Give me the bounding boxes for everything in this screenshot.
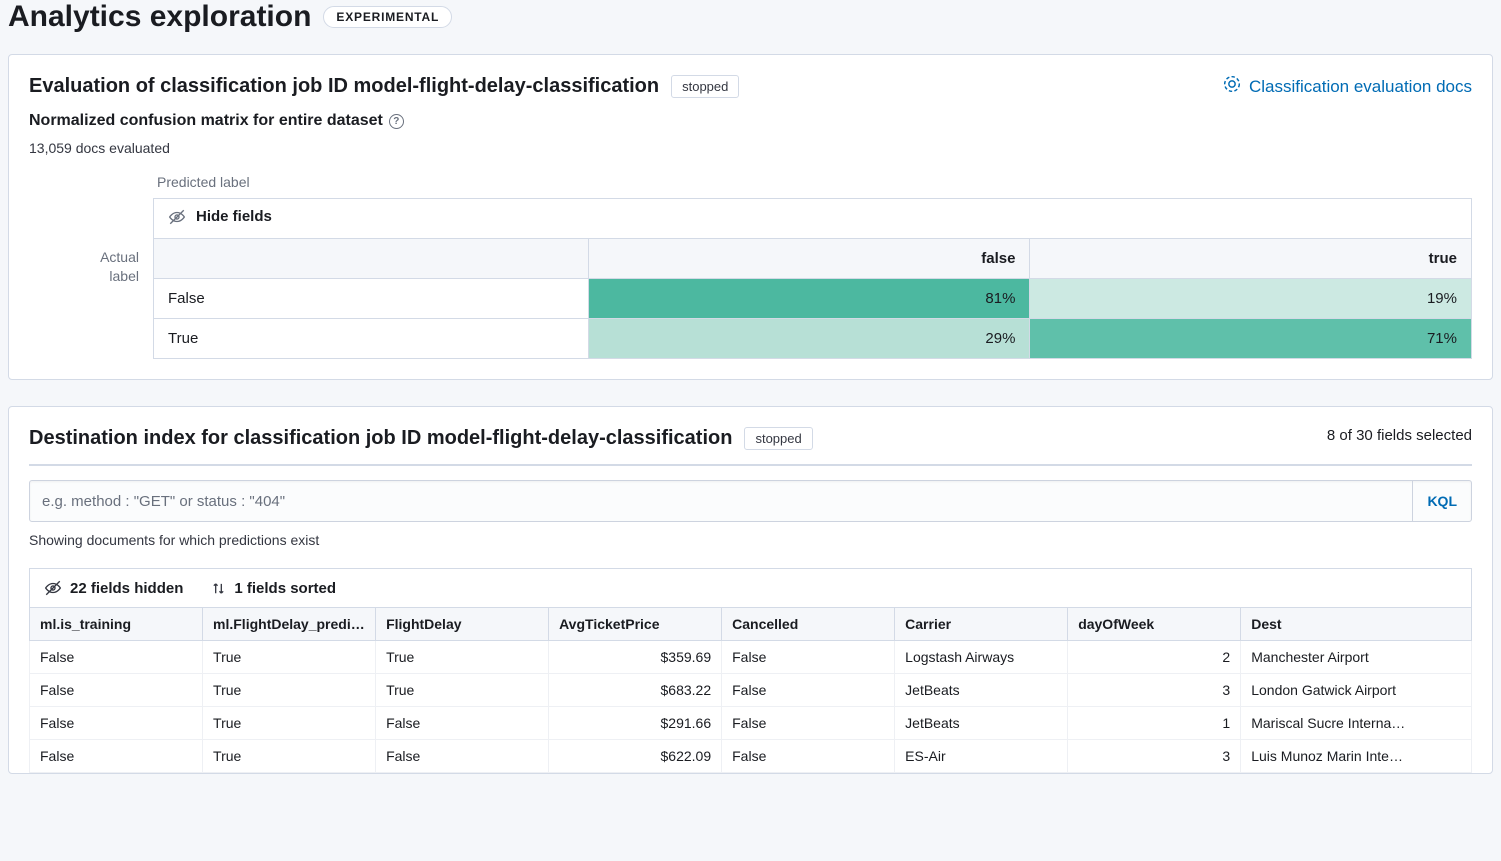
table-cell: 3 bbox=[1068, 674, 1241, 707]
hide-fields-cell: Hide fields bbox=[154, 199, 1472, 239]
fields-hidden-button[interactable]: 22 fields hidden bbox=[44, 579, 183, 597]
destination-panel-header: Destination index for classification job… bbox=[29, 427, 1472, 450]
table-cell: $291.66 bbox=[549, 707, 722, 740]
help-docs-icon bbox=[1223, 75, 1241, 98]
evaluation-title: Evaluation of classification job ID mode… bbox=[29, 75, 659, 98]
matrix-corner bbox=[154, 239, 589, 279]
table-row[interactable]: FalseTrueTrue$359.69FalseLogstash Airway… bbox=[30, 641, 1472, 674]
matrix-row-header[interactable]: False bbox=[154, 279, 589, 319]
actual-axis-label-line1: Actual bbox=[29, 248, 139, 267]
confusion-matrix-title-text: Normalized confusion matrix for entire d… bbox=[29, 112, 383, 130]
matrix-col-header[interactable]: true bbox=[1030, 239, 1472, 279]
status-badge: stopped bbox=[671, 75, 739, 98]
table-cell: False bbox=[722, 707, 895, 740]
table-cell: $622.09 bbox=[549, 740, 722, 773]
matrix-cell: 19% bbox=[1030, 279, 1472, 319]
destination-title: Destination index for classification job… bbox=[29, 427, 732, 450]
table-cell: Mariscal Sucre Interna… bbox=[1241, 707, 1472, 740]
table-cell: $683.22 bbox=[549, 674, 722, 707]
actual-axis-label-line2: label bbox=[29, 267, 139, 286]
hide-fields-label: Hide fields bbox=[196, 208, 272, 225]
docs-link[interactable]: Classification evaluation docs bbox=[1223, 75, 1472, 98]
fields-sorted-label: 1 fields sorted bbox=[234, 580, 336, 597]
evaluation-panel-header: Evaluation of classification job ID mode… bbox=[29, 75, 1472, 98]
page-header: Analytics exploration EXPERIMENTAL bbox=[8, 0, 1493, 54]
table-cell: Luis Munoz Marin Inte… bbox=[1241, 740, 1472, 773]
eye-off-icon bbox=[44, 579, 62, 597]
table-cell: True bbox=[376, 641, 549, 674]
table-cell: $359.69 bbox=[549, 641, 722, 674]
table-cell: 1 bbox=[1068, 707, 1241, 740]
table-cell: True bbox=[203, 707, 376, 740]
confusion-matrix: Actual label Predicted label Hide fields… bbox=[29, 174, 1472, 359]
table-cell: 2 bbox=[1068, 641, 1241, 674]
table-cell: London Gatwick Airport bbox=[1241, 674, 1472, 707]
table-cell: False bbox=[376, 707, 549, 740]
column-header[interactable]: Dest bbox=[1241, 608, 1472, 641]
predicted-axis-label: Predicted label bbox=[157, 174, 1472, 190]
destination-panel: Destination index for classification job… bbox=[8, 406, 1493, 774]
kql-button[interactable]: KQL bbox=[1412, 481, 1471, 521]
table-row[interactable]: FalseTrueTrue$683.22FalseJetBeats3London… bbox=[30, 674, 1472, 707]
table-cell: False bbox=[30, 674, 203, 707]
help-icon[interactable]: ? bbox=[389, 114, 404, 129]
evaluation-panel: Evaluation of classification job ID mode… bbox=[8, 54, 1493, 380]
fields-hidden-label: 22 fields hidden bbox=[70, 580, 183, 597]
table-cell: False bbox=[722, 641, 895, 674]
experimental-badge: EXPERIMENTAL bbox=[323, 6, 452, 28]
column-header[interactable]: dayOfWeek bbox=[1068, 608, 1241, 641]
table-row[interactable]: FalseTrueFalse$622.09FalseES-Air3Luis Mu… bbox=[30, 740, 1472, 773]
table-cell: True bbox=[203, 740, 376, 773]
table-cell: False bbox=[722, 740, 895, 773]
table-cell: False bbox=[30, 740, 203, 773]
query-bar: KQL bbox=[29, 480, 1472, 522]
results-table: ml.is_trainingml.FlightDelay_predic…Flig… bbox=[29, 607, 1472, 773]
table-cell: True bbox=[203, 641, 376, 674]
table-cell: True bbox=[376, 674, 549, 707]
matrix-cell: 71% bbox=[1030, 319, 1472, 359]
page-title: Analytics exploration bbox=[8, 0, 311, 34]
table-cell: JetBeats bbox=[895, 707, 1068, 740]
confusion-matrix-table: Hide fields falsetrue False81%19% True29%71… bbox=[153, 198, 1472, 359]
table-cell: False bbox=[376, 740, 549, 773]
actual-axis-label: Actual label bbox=[29, 174, 139, 286]
showing-text: Showing documents for which predictions … bbox=[29, 532, 1472, 548]
table-cell: False bbox=[30, 641, 203, 674]
matrix-col-header[interactable]: false bbox=[588, 239, 1030, 279]
matrix-row-header[interactable]: True bbox=[154, 319, 589, 359]
table-cell: Logstash Airways bbox=[895, 641, 1068, 674]
column-header[interactable]: AvgTicketPrice bbox=[549, 608, 722, 641]
column-header[interactable]: ml.is_training bbox=[30, 608, 203, 641]
table-cell: ES-Air bbox=[895, 740, 1068, 773]
column-header[interactable]: Cancelled bbox=[722, 608, 895, 641]
table-toolbar: 22 fields hidden 1 fields sorted bbox=[29, 568, 1472, 607]
fields-selected: 8 of 30 fields selected bbox=[1327, 427, 1472, 444]
docs-evaluated: 13,059 docs evaluated bbox=[29, 140, 1472, 156]
matrix-cell: 81% bbox=[588, 279, 1030, 319]
column-header[interactable]: ml.FlightDelay_predic… bbox=[203, 608, 376, 641]
fields-sorted-button[interactable]: 1 fields sorted bbox=[211, 579, 336, 597]
status-badge: stopped bbox=[744, 427, 812, 450]
eye-off-icon bbox=[168, 208, 186, 226]
query-input[interactable] bbox=[30, 481, 1412, 521]
column-header[interactable]: Carrier bbox=[895, 608, 1068, 641]
confusion-matrix-title: Normalized confusion matrix for entire d… bbox=[29, 112, 1472, 130]
table-cell: JetBeats bbox=[895, 674, 1068, 707]
table-cell: False bbox=[722, 674, 895, 707]
table-cell: 3 bbox=[1068, 740, 1241, 773]
sort-icon bbox=[211, 581, 226, 596]
table-cell: Manchester Airport bbox=[1241, 641, 1472, 674]
divider bbox=[29, 464, 1472, 466]
hide-fields-button[interactable]: Hide fields bbox=[168, 208, 272, 226]
kql-label: KQL bbox=[1427, 493, 1457, 509]
matrix-cell: 29% bbox=[588, 319, 1030, 359]
table-cell: False bbox=[30, 707, 203, 740]
table-cell: True bbox=[203, 674, 376, 707]
docs-link-label: Classification evaluation docs bbox=[1249, 77, 1472, 97]
table-row[interactable]: FalseTrueFalse$291.66FalseJetBeats1Maris… bbox=[30, 707, 1472, 740]
column-header[interactable]: FlightDelay bbox=[376, 608, 549, 641]
